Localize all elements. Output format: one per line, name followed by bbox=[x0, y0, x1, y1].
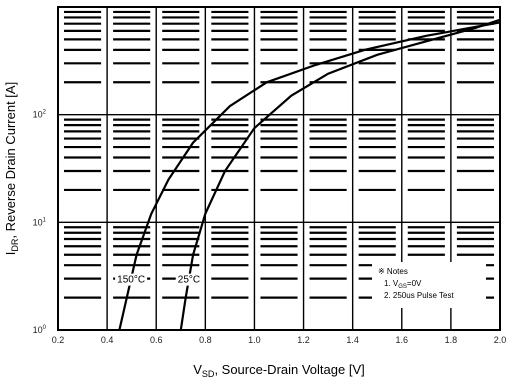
plot-frame bbox=[57, 6, 501, 331]
x-axis-label-subscript: SD bbox=[202, 369, 215, 379]
y-axis-label-main: I bbox=[3, 252, 18, 256]
curve-label: 25°C bbox=[178, 275, 200, 286]
curve-label: 150°C bbox=[117, 275, 145, 286]
series-layer bbox=[118, 18, 501, 331]
y-tick-labels: 100 101 102 bbox=[33, 110, 47, 335]
notes-line-1: 1. VGS=0V bbox=[384, 279, 422, 290]
x-tick-labels: 0.2 0.4 0.6 0.8 1.0 1.2 1.4 1.6 1.8 2.0 bbox=[52, 335, 507, 345]
x-tick-label: 0.4 bbox=[101, 335, 114, 345]
notes-line-1-subscript: GS bbox=[398, 284, 407, 290]
x-tick-label: 1.0 bbox=[248, 335, 261, 345]
curve-label-background bbox=[175, 273, 203, 286]
curve-label-background bbox=[115, 273, 148, 286]
x-axis-label-rest: , Source-Drain Voltage [V] bbox=[214, 362, 364, 377]
series-line bbox=[118, 21, 501, 331]
notes-background bbox=[372, 262, 486, 308]
notes-line-1-rest: =0V bbox=[407, 279, 422, 288]
notes-line-1-prefix: 1. V bbox=[384, 279, 399, 288]
y-axis-label: IDR, Reverse Drain Current [A] bbox=[3, 82, 20, 255]
series-line bbox=[179, 18, 501, 331]
y-axis-label-rest: , Reverse Drain Current [A] bbox=[3, 82, 18, 239]
x-tick-label: 1.4 bbox=[346, 335, 359, 345]
notes-title: ※ Notes bbox=[378, 267, 408, 276]
minor-gridlines bbox=[64, 10, 494, 299]
notes-box: ※ Notes 1. VGS=0V 2. 250us Pulse Test bbox=[372, 262, 486, 308]
x-tick-label: 0.6 bbox=[150, 335, 163, 345]
x-tick-label: 0.2 bbox=[52, 335, 65, 345]
x-axis-label-main: V bbox=[193, 362, 202, 377]
y-axis-label-subscript: DR bbox=[10, 238, 20, 251]
y-tick-label: 100 bbox=[33, 325, 47, 335]
notes-line-2: 2. 250us Pulse Test bbox=[384, 291, 454, 300]
x-axis-label: VSD, Source-Drain Voltage [V] bbox=[193, 362, 365, 379]
y-tick-label: 102 bbox=[33, 110, 47, 120]
x-tick-label: 2.0 bbox=[494, 335, 507, 345]
x-tick-label: 1.8 bbox=[445, 335, 458, 345]
curve-labels: 150°C 25°C bbox=[115, 273, 203, 286]
x-tick-label: 0.8 bbox=[199, 335, 212, 345]
x-tick-label: 1.2 bbox=[297, 335, 310, 345]
x-tick-label: 1.6 bbox=[396, 335, 409, 345]
y-tick-label: 101 bbox=[33, 217, 47, 227]
